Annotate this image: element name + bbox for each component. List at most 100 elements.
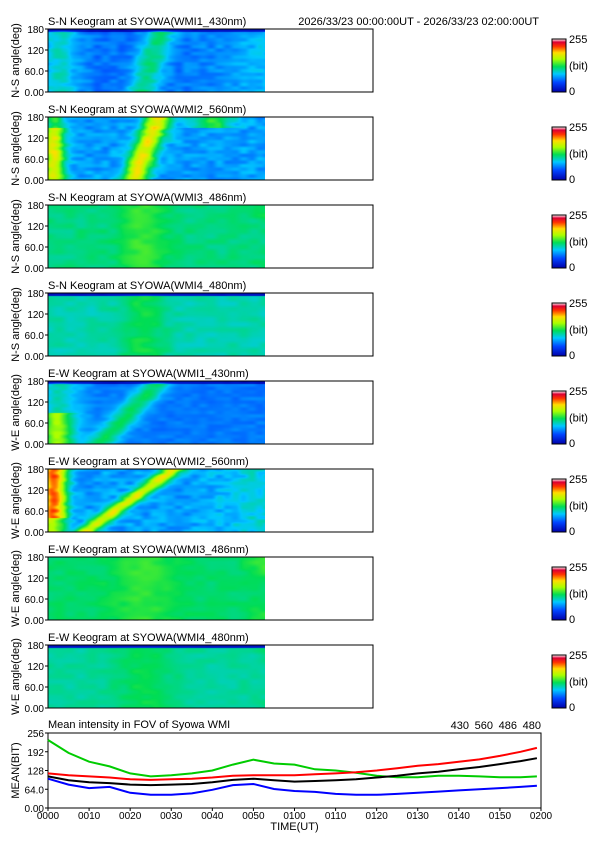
line-y-tick-label: 64.0 [25, 785, 45, 796]
y-axis-label: N-S angle(deg) [10, 199, 22, 274]
y-axis-label: W-E angle(deg) [10, 550, 22, 627]
y-tick-label: 60.0 [25, 331, 45, 342]
line-chart-title: Mean intensity in FOV of Syowa WMI [48, 719, 230, 731]
y-tick-label: 180 [27, 113, 44, 124]
y-axis-label: N-S angle(deg) [10, 23, 22, 98]
keogram-panel-5: E-W Keogram at SYOWA(WMI1_430nm) 180 120 60… [10, 368, 588, 451]
line-y-tick-label: 0.00 [25, 804, 45, 815]
y-axis-label: W-E angle(deg) [10, 638, 22, 715]
colorbar [551, 126, 567, 181]
colorbar-unit-label: (bit) [569, 61, 588, 73]
y-tick-label: 120 [27, 222, 44, 233]
keogram-panel-2: S-N Keogram at SYOWA(WMI2_560nm) 180 120 60… [10, 104, 588, 187]
y-tick-label: 0.00 [25, 264, 45, 275]
x-tick-label: 0020 [119, 811, 142, 822]
colorbar-min-label: 0 [569, 350, 575, 362]
y-tick-label: 0.00 [25, 704, 45, 715]
y-tick-label: 60.0 [25, 243, 45, 254]
x-tick-label: 0010 [78, 811, 101, 822]
colorbar-max-label: 255 [569, 122, 587, 134]
y-tick-label: 60.0 [25, 683, 45, 694]
y-tick-label: 180 [27, 641, 44, 652]
keogram-title: S-N Keogram at SYOWA(WMI3_486nm) [48, 192, 246, 204]
mean-intensity-panel: Mean intensity in FOV of Syowa WMI 480 486… [10, 719, 553, 833]
x-tick-label: 0050 [242, 811, 265, 822]
x-tick-label: 0110 [325, 811, 347, 822]
keogram-frame [47, 644, 374, 709]
colorbar [551, 302, 567, 357]
keogram-image [48, 645, 265, 708]
y-tick-label: 180 [27, 201, 44, 212]
keogram-image [48, 293, 265, 356]
y-tick-label: 120 [27, 134, 44, 145]
y-axis-label: N-S angle(deg) [10, 287, 22, 362]
colorbar [551, 390, 567, 445]
keogram-title: S-N Keogram at SYOWA(WMI4_480nm) [48, 280, 246, 292]
y-tick-label: 120 [27, 486, 44, 497]
x-tick-label: 0040 [201, 811, 224, 822]
keogram-frame [47, 556, 374, 621]
line-y-tick-label: 192 [27, 748, 44, 759]
keogram-panel-4: S-N Keogram at SYOWA(WMI4_480nm) 180 120 60… [10, 280, 588, 363]
y-tick-label: 0.00 [25, 176, 45, 187]
colorbar-max-label: 255 [569, 474, 587, 486]
colorbar-min-label: 0 [569, 174, 575, 186]
colorbar-unit-label: (bit) [569, 149, 588, 161]
keogram-frame [47, 468, 374, 533]
legend-486: 486 [499, 720, 517, 732]
keogram-image [48, 29, 265, 92]
x-tick-label: 0140 [448, 811, 471, 822]
line-y-tick-label: 256 [27, 729, 44, 740]
x-tick-label: 0000 [37, 811, 60, 822]
y-tick-label: 180 [27, 25, 44, 36]
series-line-480 [47, 757, 538, 787]
y-axis-label: N-S angle(deg) [10, 111, 22, 186]
y-axis-label: W-E angle(deg) [10, 462, 22, 539]
keogram-frame [47, 116, 374, 181]
x-tick-label: 0150 [489, 811, 512, 822]
legend-430: 430 [451, 720, 469, 732]
y-tick-label: 0.00 [25, 440, 45, 451]
colorbar-max-label: 255 [569, 650, 587, 662]
keogram-panel-7: E-W Keogram at SYOWA(WMI3_486nm) 180 120 60… [10, 544, 588, 627]
y-tick-label: 120 [27, 574, 44, 585]
colorbar-unit-label: (bit) [569, 501, 588, 513]
x-tick-label: 0200 [530, 811, 553, 822]
keogram-title: E-W Keogram at SYOWA(WMI2_560nm) [48, 456, 249, 468]
x-axis-label: TIME(UT) [270, 821, 318, 833]
y-tick-label: 120 [27, 662, 44, 673]
keogram-image [48, 381, 265, 444]
colorbar-min-label: 0 [569, 86, 575, 98]
y-tick-label: 60.0 [25, 595, 45, 606]
keogram-image [48, 557, 265, 620]
colorbar-unit-label: (bit) [569, 677, 588, 689]
legend-560: 560 [475, 720, 493, 732]
keogram-panel-6: E-W Keogram at SYOWA(WMI2_560nm) 180 120 60… [10, 456, 588, 539]
y-tick-label: 0.00 [25, 616, 45, 627]
colorbar-unit-label: (bit) [569, 413, 588, 425]
keogram-panel-3: S-N Keogram at SYOWA(WMI3_486nm) 180 120 60… [10, 192, 588, 275]
colorbar-unit-label: (bit) [569, 325, 588, 337]
keogram-panel-8: E-W Keogram at SYOWA(WMI4_480nm) 180 120 60… [10, 632, 588, 715]
y-tick-label: 120 [27, 310, 44, 321]
keogram-frame [47, 292, 374, 357]
colorbar-unit-label: (bit) [569, 237, 588, 249]
y-tick-label: 0.00 [25, 528, 45, 539]
keogram-image [48, 205, 265, 268]
y-tick-label: 60.0 [25, 155, 45, 166]
colorbar-max-label: 255 [569, 34, 587, 46]
keogram-frame [47, 28, 374, 93]
keogram-image [48, 469, 265, 532]
colorbar-min-label: 0 [569, 614, 575, 626]
colorbar [551, 214, 567, 269]
keogram-title: E-W Keogram at SYOWA(WMI1_430nm) [48, 368, 249, 380]
series-line-486 [47, 746, 538, 781]
y-tick-label: 60.0 [25, 67, 45, 78]
keogram-title: S-N Keogram at SYOWA(WMI2_560nm) [48, 104, 246, 116]
legend-480: 480 [523, 720, 541, 732]
y-tick-label: 0.00 [25, 352, 45, 363]
x-tick-label: 0100 [283, 811, 306, 822]
colorbar-max-label: 255 [569, 210, 587, 222]
time-range-label: 2026/33/23 00:00:00UT - 2026/33/23 02:00… [298, 16, 539, 28]
